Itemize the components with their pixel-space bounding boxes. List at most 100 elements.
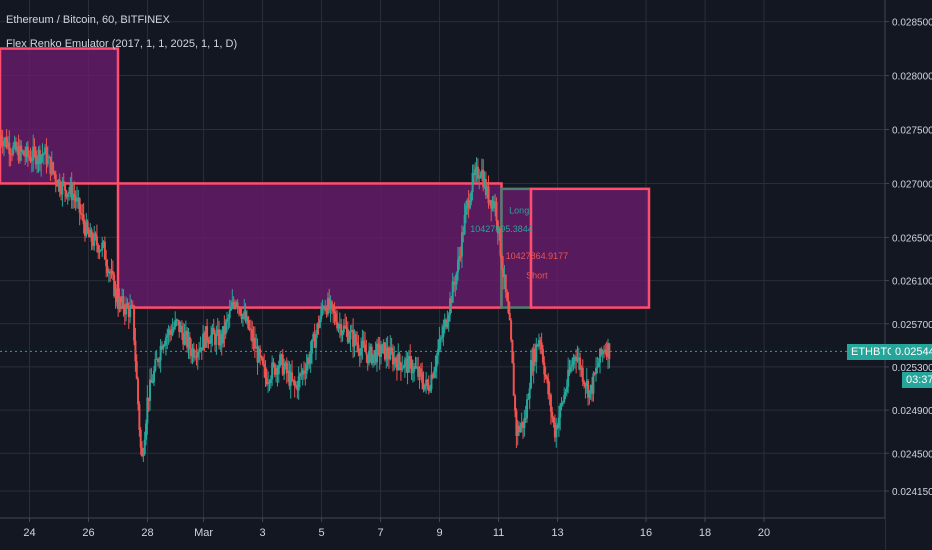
candle-body	[553, 423, 556, 438]
candle-body	[103, 241, 106, 260]
candle-body	[544, 374, 547, 377]
price-tick-label: 0.025700	[892, 320, 932, 331]
candle-body	[138, 404, 141, 430]
candle-body	[397, 353, 400, 371]
candle-body	[383, 342, 386, 360]
candle-body	[300, 373, 303, 375]
candle-body	[154, 359, 157, 371]
candle-body	[543, 362, 546, 375]
candle-body	[135, 361, 138, 379]
last-price-tag: 0.025444	[891, 344, 932, 360]
chart-title[interactable]: Ethereum / Bitcoin, 60, BITFINEX	[6, 14, 170, 26]
time-tick-label: Mar	[194, 527, 213, 539]
candle-body	[488, 200, 491, 204]
candle-body	[606, 343, 609, 358]
candle-body	[423, 384, 426, 390]
candle-body	[308, 357, 311, 364]
candle-body	[70, 183, 73, 201]
candle-body	[12, 146, 15, 155]
time-tick-label: 24	[23, 527, 35, 539]
candle-body	[77, 198, 80, 200]
candle-body	[580, 367, 583, 370]
candle-body	[203, 333, 206, 348]
candle-body	[547, 378, 550, 395]
time-scale-bg[interactable]	[0, 518, 885, 550]
candle-body	[287, 370, 290, 374]
candle-body	[320, 308, 323, 320]
candle-body	[333, 311, 336, 314]
candle-body	[251, 329, 254, 342]
candle-body	[64, 182, 67, 191]
price-tick-label: 0.028000	[892, 72, 932, 83]
candle-body	[390, 347, 393, 352]
candle-body	[5, 137, 8, 148]
candle-body	[211, 327, 214, 335]
candle-body	[115, 288, 118, 303]
candle-body	[349, 331, 352, 340]
candle-body	[559, 405, 562, 418]
candle-body	[346, 329, 349, 343]
candle-body	[297, 376, 300, 391]
candle-body	[572, 357, 575, 365]
candle-body	[324, 307, 327, 310]
candle-body	[548, 394, 551, 396]
price-scale-bg[interactable]	[885, 0, 932, 550]
candle-body	[451, 281, 454, 303]
candle-body	[576, 358, 579, 361]
candle-body	[97, 245, 100, 253]
price-tick-label: 0.024150	[892, 487, 932, 498]
candle-body	[426, 379, 429, 387]
candle-body	[160, 345, 163, 350]
candle-body	[605, 349, 608, 358]
candle-body	[502, 268, 505, 278]
candle-body	[393, 357, 396, 365]
candle-body	[340, 324, 343, 336]
candle-body	[405, 358, 408, 361]
candle-body	[101, 242, 104, 250]
candle-body	[60, 191, 63, 195]
indicator-title[interactable]: Flex Renko Emulator (2017, 1, 1, 2025, 1…	[6, 38, 238, 50]
candle-body	[46, 157, 49, 165]
candle-body	[567, 369, 570, 387]
candle-body	[143, 439, 146, 455]
candle-body	[119, 297, 122, 303]
candle-body	[456, 259, 459, 273]
candle-body	[85, 221, 88, 236]
candle-body	[398, 353, 401, 363]
candle-body	[491, 200, 494, 209]
candle-body	[227, 318, 230, 320]
candle-body	[159, 345, 162, 361]
candle-body	[113, 274, 116, 297]
candle-body	[126, 303, 129, 307]
candle-body	[568, 369, 571, 373]
candle-body	[284, 362, 287, 367]
candle-body	[34, 150, 37, 165]
candle-body	[145, 423, 148, 440]
candle-body	[167, 329, 170, 336]
candle-body	[487, 186, 490, 204]
candle-body	[516, 425, 519, 436]
time-tick-label: 3	[259, 527, 265, 539]
candle-body	[591, 385, 594, 394]
renko-long-hint-label: Long	[509, 206, 529, 216]
candle-body	[313, 333, 316, 348]
candle-body	[503, 274, 506, 278]
candle-body	[515, 410, 518, 436]
time-tick-label: 13	[551, 527, 563, 539]
candle-body	[305, 364, 308, 374]
candle-body	[260, 356, 263, 358]
candle-body	[458, 256, 461, 260]
candle-body	[431, 374, 434, 378]
candle-body	[512, 363, 515, 396]
candle-body	[557, 417, 560, 428]
candle-body	[506, 291, 509, 301]
candle-body	[445, 319, 448, 328]
candle-body	[106, 266, 109, 274]
candle-body	[223, 326, 226, 335]
candle-body	[421, 373, 424, 383]
candle-body	[564, 392, 567, 395]
candle-body	[229, 307, 232, 311]
candle-body	[472, 172, 475, 176]
candle-body	[158, 360, 161, 363]
